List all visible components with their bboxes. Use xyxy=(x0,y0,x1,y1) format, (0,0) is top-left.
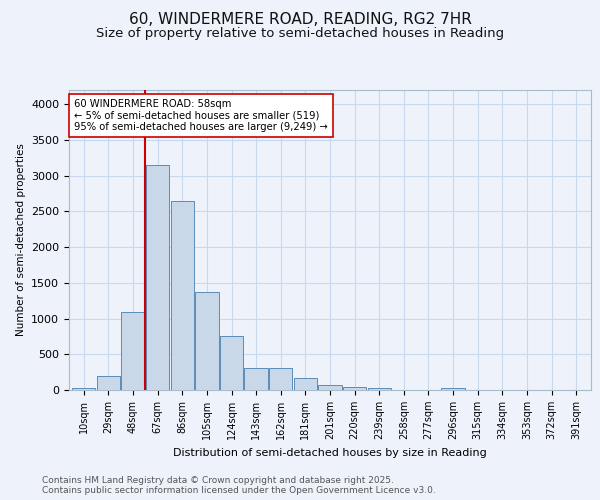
Text: 60, WINDERMERE ROAD, READING, RG2 7HR: 60, WINDERMERE ROAD, READING, RG2 7HR xyxy=(128,12,472,28)
Bar xyxy=(244,368,268,390)
Bar xyxy=(269,368,292,390)
Bar xyxy=(368,388,391,390)
Bar xyxy=(343,387,367,390)
Text: Size of property relative to semi-detached houses in Reading: Size of property relative to semi-detach… xyxy=(96,28,504,40)
Bar xyxy=(293,378,317,390)
Bar xyxy=(72,388,95,390)
Bar xyxy=(195,292,218,390)
Bar xyxy=(146,165,169,390)
Bar xyxy=(170,200,194,390)
Bar xyxy=(319,384,341,390)
Text: Contains HM Land Registry data © Crown copyright and database right 2025.
Contai: Contains HM Land Registry data © Crown c… xyxy=(42,476,436,495)
Bar xyxy=(97,376,120,390)
Bar xyxy=(220,336,243,390)
Text: 60 WINDERMERE ROAD: 58sqm
← 5% of semi-detached houses are smaller (519)
95% of : 60 WINDERMERE ROAD: 58sqm ← 5% of semi-d… xyxy=(74,99,328,132)
X-axis label: Distribution of semi-detached houses by size in Reading: Distribution of semi-detached houses by … xyxy=(173,448,487,458)
Y-axis label: Number of semi-detached properties: Number of semi-detached properties xyxy=(16,144,26,336)
Bar xyxy=(442,388,465,390)
Bar xyxy=(121,312,145,390)
